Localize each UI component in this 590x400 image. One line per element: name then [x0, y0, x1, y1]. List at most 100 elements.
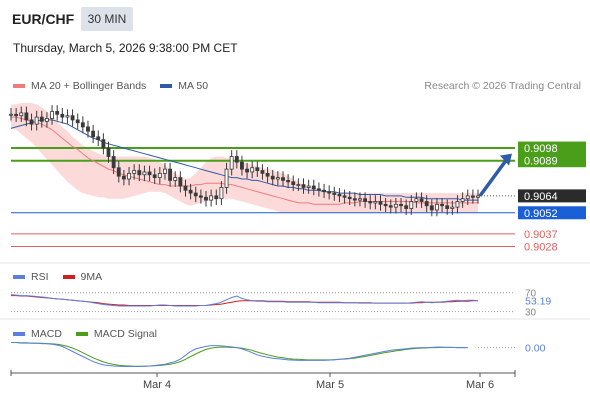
candle-body: [286, 180, 291, 183]
candle: [127, 167, 131, 186]
candle-body: [96, 136, 101, 141]
candle: [286, 174, 291, 189]
candle: [96, 130, 101, 146]
candle: [29, 113, 34, 131]
candle-body: [45, 118, 49, 122]
candle: [270, 169, 275, 186]
level-label: 0.9028: [524, 242, 558, 254]
candle-body: [368, 201, 373, 204]
candle: [414, 192, 419, 208]
legend-ma20-label: MA 20 + Bollinger Bands: [31, 80, 147, 92]
candle: [265, 167, 270, 183]
candle-body: [214, 195, 219, 200]
candle: [101, 133, 106, 155]
candle-body: [183, 185, 188, 191]
candle-body: [198, 195, 203, 198]
candle: [137, 164, 142, 182]
level-label-bg: [518, 206, 586, 220]
candle-body: [455, 201, 460, 208]
candle: [455, 195, 460, 214]
candle-body: [373, 201, 378, 204]
candle-body: [393, 203, 398, 208]
candle: [240, 155, 244, 176]
candle-body: [404, 205, 409, 209]
candle-body: [337, 194, 342, 197]
candle-body: [383, 203, 388, 207]
candle-body: [378, 201, 383, 205]
legend-macd: MACD: [13, 328, 62, 340]
candle-body: [429, 205, 434, 211]
candle: [198, 189, 203, 204]
candle: [70, 109, 75, 127]
symbol-title: EUR/CHF: [12, 11, 75, 27]
ma20-swatch: [13, 84, 25, 88]
candle-body: [34, 116, 39, 125]
candle-body: [476, 195, 480, 198]
candle: [450, 200, 455, 215]
candle-body: [414, 198, 419, 202]
candle-body: [86, 126, 90, 132]
candle: [260, 164, 265, 180]
candle: [245, 162, 249, 179]
candle: [34, 110, 39, 131]
legend-ma20: MA 20 + Bollinger Bands: [13, 80, 146, 92]
candle-body: [75, 119, 80, 124]
candle: [301, 178, 306, 194]
candle-body: [55, 111, 60, 115]
candle-body: [14, 113, 19, 117]
candle-body: [358, 198, 362, 201]
candle: [404, 199, 409, 215]
level-label-bg: [518, 154, 586, 168]
candle: [132, 164, 137, 180]
candle: [75, 113, 80, 130]
candle-body: [80, 122, 85, 128]
level-label: 0.9098: [524, 143, 558, 155]
price-legend: MA 20 + Bollinger Bands MA 50: [13, 80, 222, 92]
candle: [460, 192, 465, 208]
candle: [9, 107, 13, 121]
rsi-ma-swatch: [62, 275, 75, 279]
candle-body: [311, 185, 316, 190]
candle: [19, 106, 24, 123]
candle-body: [121, 175, 126, 180]
candle: [291, 175, 296, 191]
candle-body: [363, 198, 368, 202]
candle: [50, 105, 54, 125]
candle-body: [70, 115, 75, 121]
candle-body: [50, 111, 54, 119]
candle: [224, 162, 229, 194]
rsi-swatch: [13, 275, 25, 279]
candle: [45, 112, 49, 128]
ma50-swatch: [160, 84, 173, 88]
candle-body: [132, 170, 137, 174]
time-axis-label: Mar 5: [316, 379, 344, 391]
candle: [163, 162, 167, 180]
candle-body: [111, 156, 116, 169]
candle-body: [296, 184, 301, 187]
candle: [373, 195, 378, 210]
timeframe-button[interactable]: 30 MIN: [81, 7, 133, 31]
candle-body: [178, 177, 183, 187]
candle: [327, 185, 332, 200]
candle: [229, 150, 234, 176]
candle-body: [301, 184, 306, 188]
candle: [296, 178, 301, 191]
level-label: 0.9089: [524, 156, 558, 168]
candle: [209, 189, 214, 207]
candle: [86, 120, 90, 138]
candle-body: [419, 198, 424, 202]
candle: [337, 188, 342, 203]
candle-body: [204, 196, 208, 201]
candle: [306, 179, 311, 194]
candle: [168, 162, 173, 187]
candle: [24, 106, 29, 127]
candle: [332, 186, 337, 201]
candle: [476, 189, 480, 204]
candle: [147, 165, 152, 182]
candle-body: [306, 185, 311, 188]
candle: [111, 150, 116, 175]
candle-body: [127, 172, 131, 180]
rsi-last-value: 53.19: [525, 296, 551, 308]
candle-body: [440, 203, 444, 207]
